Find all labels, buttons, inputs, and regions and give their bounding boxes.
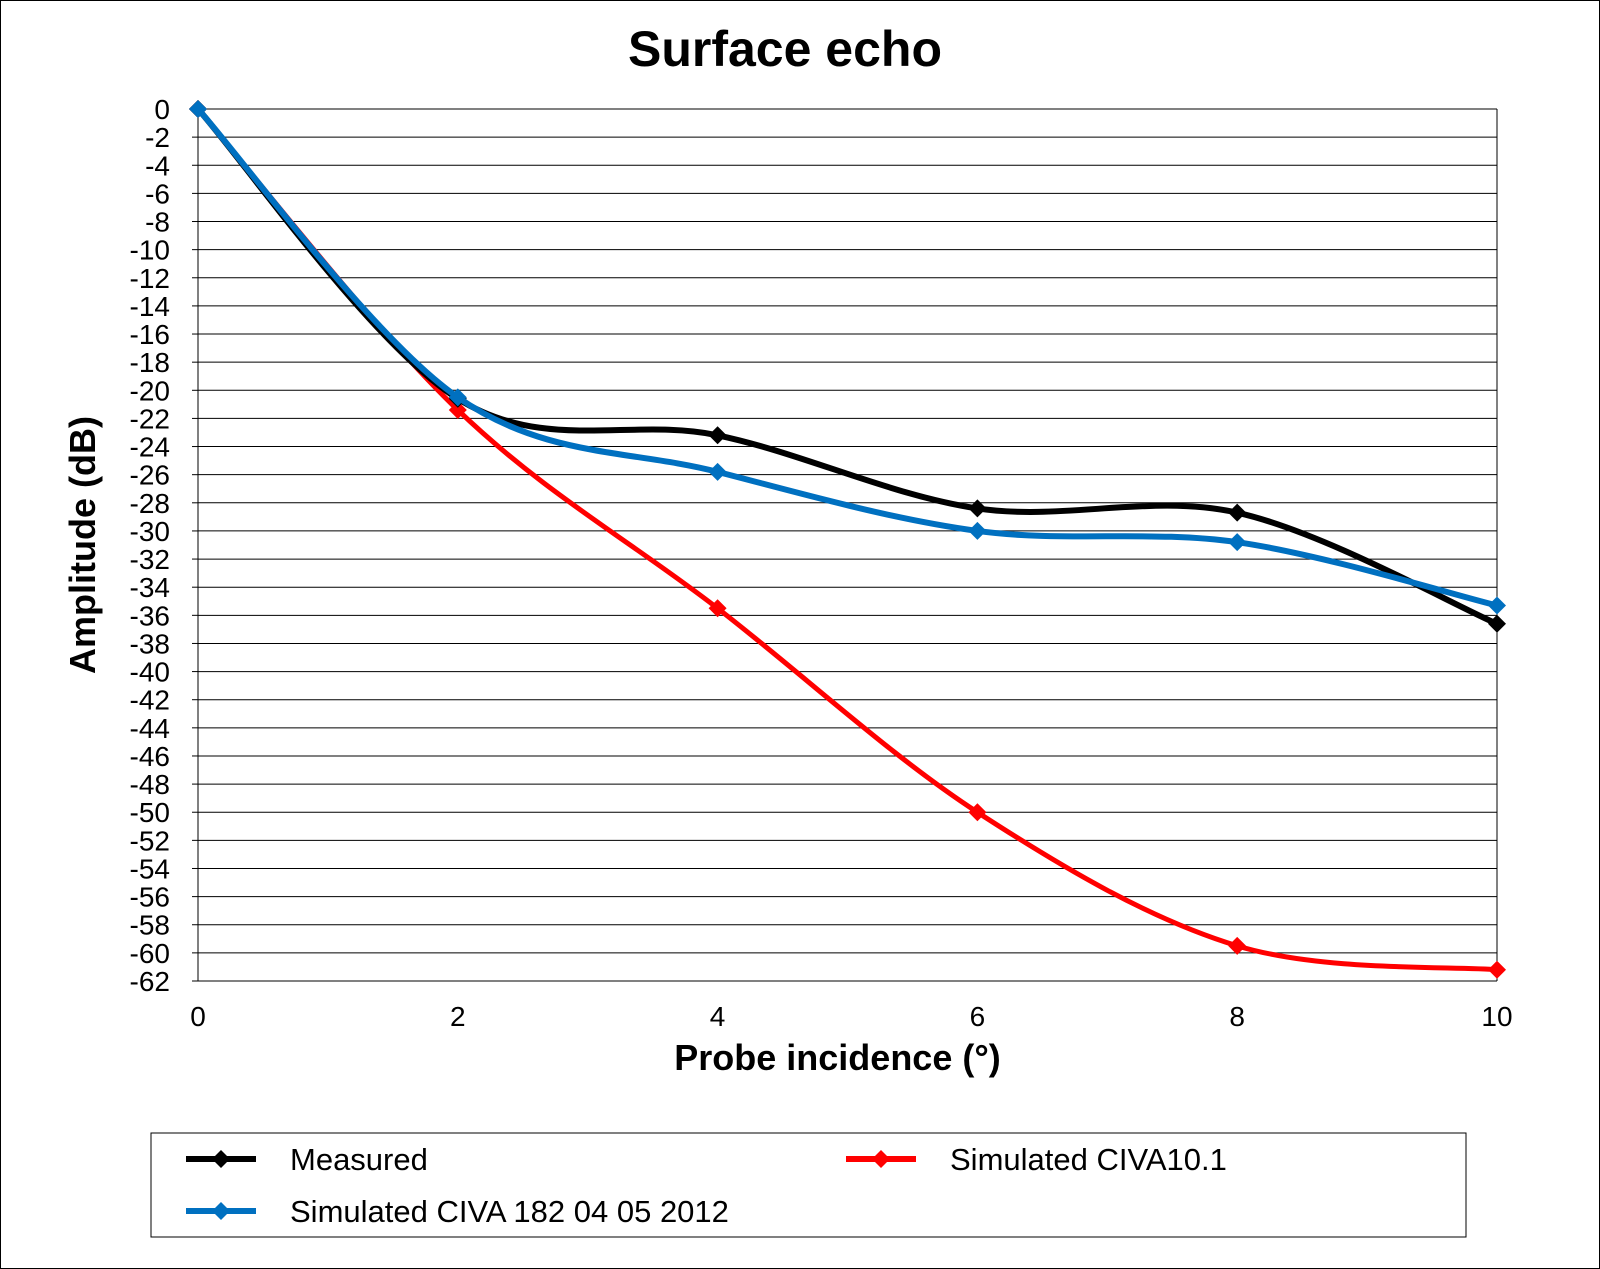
- x-tick-labels: 0 2 4 6 8 10: [190, 1001, 1512, 1032]
- y-tick-label: -42: [130, 685, 170, 716]
- y-tick-label: -32: [130, 544, 170, 575]
- legend-label: Simulated CIVA 182 04 05 2012: [290, 1194, 729, 1229]
- x-tick-label: 10: [1481, 1001, 1512, 1032]
- x-tick-label: 0: [190, 1001, 206, 1032]
- data-point: [1228, 503, 1247, 522]
- y-tick-label: -22: [130, 403, 170, 434]
- series-simulated-civa-182-04-05-2012: [189, 100, 1506, 615]
- chart-title: Surface echo: [628, 21, 942, 77]
- y-tick-label: -12: [130, 263, 170, 294]
- y-tick-label: -6: [145, 178, 170, 209]
- y-tick-label: -4: [145, 150, 170, 181]
- legend-swatch-marker: [212, 1202, 230, 1220]
- x-tick-label: 6: [970, 1001, 986, 1032]
- y-tick-label: -38: [130, 628, 170, 659]
- y-tick-labels: 0-2-4-6-8-10-12-14-16-18-20-22-24-26-28-…: [130, 94, 198, 997]
- x-axis-label: Probe incidence (°): [674, 1037, 1000, 1078]
- data-point: [448, 388, 467, 407]
- y-tick-label: -46: [130, 741, 170, 772]
- legend-label: Simulated CIVA10.1: [950, 1142, 1227, 1177]
- x-tick-label: 2: [450, 1001, 466, 1032]
- data-point: [448, 400, 467, 419]
- x-tick-label: 8: [1229, 1001, 1245, 1032]
- data-point: [968, 521, 987, 540]
- y-tick-label: -48: [130, 769, 170, 800]
- data-point: [1488, 614, 1506, 633]
- y-tick-label: -8: [145, 207, 170, 238]
- data-point: [968, 499, 987, 518]
- y-tick-label: -24: [130, 432, 170, 463]
- y-tick-label: -34: [130, 572, 170, 603]
- series-line: [195, 106, 1498, 609]
- y-tick-label: -58: [130, 910, 170, 941]
- y-tick-label: -44: [130, 713, 170, 744]
- y-tick-label: -18: [130, 347, 170, 378]
- data-point: [189, 100, 207, 118]
- legend-entries: Measured Simulated CIVA10.1 Simulated CIVA…: [186, 1142, 1227, 1229]
- y-tick-label: 0: [154, 94, 170, 125]
- data-point: [1488, 596, 1506, 615]
- y-tick-label: -26: [130, 460, 170, 491]
- legend-swatch-marker: [872, 1150, 890, 1168]
- legend: [150, 1132, 1467, 1238]
- data-point: [1488, 960, 1506, 979]
- y-tick-label: -16: [130, 319, 170, 350]
- y-tick-label: -28: [130, 488, 170, 519]
- data-point: [708, 426, 727, 445]
- y-tick-label: -40: [130, 657, 170, 688]
- series-line: [195, 106, 1499, 627]
- legend-swatch-marker: [212, 1150, 230, 1168]
- y-tick-label: -60: [130, 938, 170, 969]
- y-tick-label: -14: [130, 291, 170, 322]
- x-tick-label: 4: [710, 1001, 726, 1032]
- y-tick-label: -30: [130, 516, 170, 547]
- data-point: [708, 462, 727, 481]
- data-point: [1228, 936, 1247, 955]
- y-tick-label: -2: [145, 122, 170, 153]
- y-tick-label: -10: [130, 235, 170, 266]
- data-point: [968, 803, 987, 822]
- legend-label: Measured: [290, 1142, 428, 1177]
- series-group: [189, 100, 1506, 979]
- series-simulated-civa10-1: [189, 100, 1506, 979]
- y-tick-label: -36: [130, 600, 170, 631]
- y-tick-label: -50: [130, 797, 170, 828]
- grid: [197, 108, 1498, 982]
- y-axis-label: Amplitude (dB): [62, 416, 103, 674]
- y-tick-label: -54: [130, 853, 170, 884]
- y-tick-label: -62: [130, 966, 170, 997]
- data-point: [1228, 533, 1247, 552]
- data-point: [708, 599, 727, 618]
- y-tick-label: -52: [130, 825, 170, 856]
- y-tick-label: -56: [130, 882, 170, 913]
- y-tick-label: -20: [130, 375, 170, 406]
